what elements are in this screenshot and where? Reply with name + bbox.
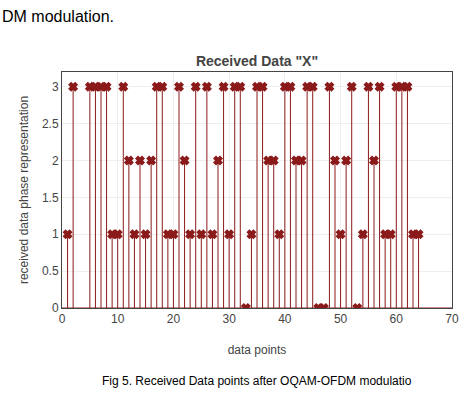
svg-text:70: 70 [445, 312, 459, 326]
svg-text:1.5: 1.5 [42, 191, 59, 205]
svg-text:50: 50 [334, 312, 348, 326]
svg-text:40: 40 [278, 312, 292, 326]
svg-text:Fig 5. Received Data points af: Fig 5. Received Data points after OQAM-O… [102, 374, 412, 388]
svg-text:received data phase representa: received data phase representation [17, 96, 31, 284]
svg-text:1: 1 [52, 227, 59, 241]
svg-text:DM modulation.: DM modulation. [2, 8, 114, 25]
svg-text:10: 10 [111, 312, 125, 326]
svg-text:0.5: 0.5 [42, 264, 59, 278]
svg-text:60: 60 [390, 312, 404, 326]
svg-text:20: 20 [167, 312, 181, 326]
svg-text:2: 2 [52, 154, 59, 168]
svg-text:0: 0 [52, 301, 59, 315]
svg-text:data points: data points [228, 343, 287, 357]
svg-text:0: 0 [59, 312, 66, 326]
svg-text:2.5: 2.5 [42, 117, 59, 131]
svg-text:Received Data "X": Received Data "X" [196, 53, 318, 69]
svg-text:30: 30 [222, 312, 236, 326]
svg-text:3: 3 [52, 80, 59, 94]
